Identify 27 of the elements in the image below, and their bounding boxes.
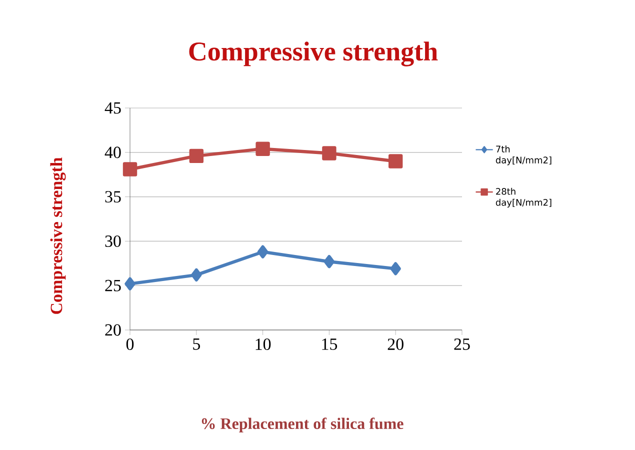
legend-label: 7th day[N/mm2] [496, 145, 552, 166]
x-tick-label: 5 [193, 338, 200, 350]
point [124, 277, 136, 290]
y-tick-label: 35 [105, 191, 121, 203]
y-tick-label: 25 [105, 280, 121, 292]
y-tick-label: 20 [105, 324, 121, 336]
point [324, 255, 335, 268]
x-axis-title: % Replacement of silica fume [202, 418, 404, 432]
point [189, 148, 204, 164]
x-tick-label: 25 [454, 338, 470, 350]
x-tick-label: 10 [256, 338, 271, 350]
point [256, 142, 270, 156]
y-tick-label: 45 [104, 102, 121, 114]
point [388, 154, 403, 168]
point [191, 268, 202, 282]
y-tick-label: 40 [104, 146, 121, 158]
x-tick-label: 20 [388, 338, 404, 350]
point [322, 146, 336, 160]
x-tick-label: 15 [322, 338, 338, 350]
point [390, 262, 401, 276]
point [257, 245, 268, 258]
point [122, 162, 138, 176]
x-tick-label: 0 [126, 338, 134, 350]
legend-label: 28th day[N/mm2] [496, 188, 552, 208]
chart-title: Compressive strength [189, 42, 438, 66]
y-axis-title: Compressive strength [50, 157, 66, 314]
y-tick-label: 30 [105, 235, 121, 247]
